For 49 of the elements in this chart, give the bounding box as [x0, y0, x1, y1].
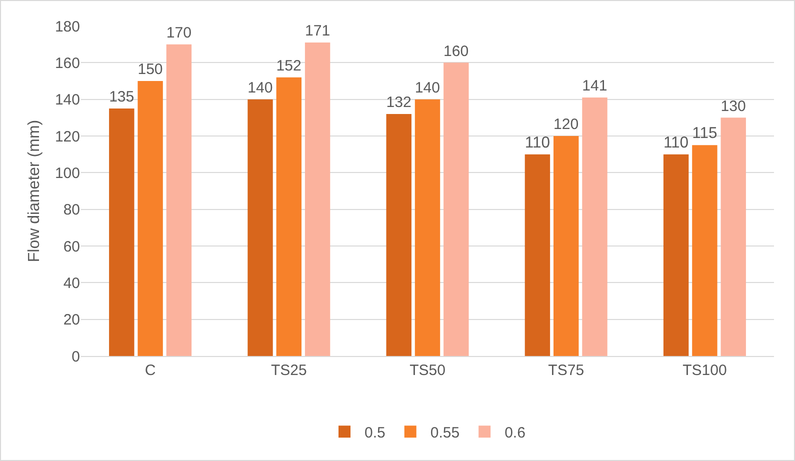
data-label: 150 [138, 61, 163, 78]
bar [276, 77, 302, 356]
bar [138, 81, 163, 356]
x-tick-label: TS50 [410, 362, 446, 379]
y-tick-label: 140 [54, 92, 80, 109]
bar [304, 42, 330, 356]
y-tick-label: 160 [54, 54, 80, 72]
bar [166, 44, 192, 356]
data-label: 110 [663, 134, 689, 152]
bar [554, 136, 579, 356]
data-label: 120 [554, 116, 579, 134]
bar [386, 114, 412, 356]
x-tick-label: TS25 [270, 362, 307, 379]
data-label: 140 [414, 80, 440, 97]
data-label: 135 [109, 88, 134, 106]
y-tick-label: 80 [63, 202, 80, 219]
bar [444, 62, 469, 356]
x-tick-label: TS75 [548, 362, 584, 379]
data-label: 115 [692, 125, 718, 142]
data-label: 170 [166, 24, 192, 42]
y-tick-label: 60 [63, 238, 80, 256]
bar [720, 118, 746, 356]
x-tick-label: TS100 [682, 362, 727, 379]
y-axis-title: Flow diameter (mm) [26, 120, 43, 262]
y-tick-label: 120 [54, 128, 80, 146]
data-label: 141 [582, 78, 608, 95]
data-label: 152 [276, 58, 302, 75]
bar [663, 154, 689, 356]
x-tick-label: C [144, 362, 156, 379]
legend-label: 0.55 [430, 424, 460, 442]
y-tick-label: 20 [63, 312, 80, 329]
data-label: 171 [304, 22, 330, 40]
bar [109, 108, 134, 356]
bar [582, 98, 608, 356]
bar [524, 154, 550, 356]
bar [692, 145, 718, 356]
legend-label: 0.6 [504, 424, 526, 442]
data-label: 160 [444, 42, 469, 60]
y-tick-label: 180 [54, 18, 80, 36]
y-tick-label: 0 [72, 348, 80, 366]
data-label: 130 [720, 98, 746, 115]
data-label: 110 [524, 134, 550, 152]
bar [248, 99, 273, 356]
bar [414, 99, 440, 356]
data-label: 140 [248, 80, 273, 97]
y-tick-label: 100 [54, 164, 80, 182]
legend-label: 0.5 [364, 424, 386, 442]
data-label: 132 [386, 94, 412, 112]
y-tick-label: 40 [63, 274, 80, 292]
